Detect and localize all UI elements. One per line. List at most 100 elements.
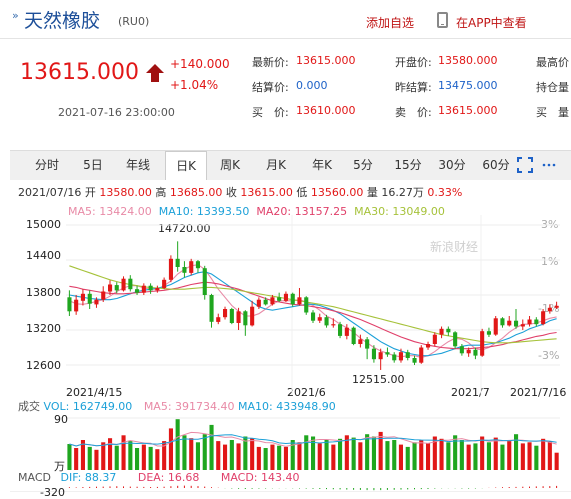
volume-bar	[385, 441, 389, 470]
candle-body	[392, 355, 396, 361]
volume-bar	[480, 437, 484, 471]
candle-body	[548, 308, 552, 312]
macd-bar	[116, 486, 117, 488]
candle-body	[155, 288, 159, 290]
macd-bar	[110, 486, 111, 488]
candle-body	[284, 294, 288, 301]
candle-body	[101, 292, 105, 300]
volume-legend: 成交 VOL: 162749.00 MA5: 391734.40 MA10: 4…	[18, 398, 336, 414]
candle-body	[277, 297, 281, 301]
volume-bar	[277, 446, 281, 470]
volume-bar	[284, 447, 288, 470]
candle-body	[426, 344, 430, 348]
volume-bar	[446, 442, 450, 470]
volume-bar	[297, 442, 301, 470]
candle-body	[304, 297, 308, 312]
macd-bar	[157, 487, 158, 488]
candle-body	[88, 294, 92, 304]
volume-bar	[318, 443, 322, 470]
candle-body	[203, 268, 207, 295]
candle-body	[67, 297, 71, 311]
volume-bar	[142, 445, 146, 470]
macd-bar	[82, 487, 83, 488]
volume-bar	[419, 440, 423, 470]
candle-body	[182, 267, 186, 273]
volume-bar	[521, 443, 525, 470]
macd-bar	[252, 488, 253, 489]
candle-body	[467, 350, 471, 354]
volume-bar	[176, 419, 180, 470]
macd-bar	[238, 488, 239, 489]
candle-body	[196, 261, 200, 268]
volume-bar	[507, 441, 511, 470]
candle-body	[311, 313, 315, 321]
macd-bar	[69, 487, 70, 488]
macd-bar	[543, 486, 544, 488]
macd-bar	[346, 488, 347, 490]
candle-body	[142, 286, 146, 293]
volume-bar	[94, 450, 98, 470]
macd-bar	[96, 487, 97, 488]
macd-bar	[414, 488, 415, 489]
macd-bar	[313, 488, 314, 489]
macd-bar	[103, 487, 104, 488]
macd-bar	[170, 486, 171, 488]
macd-bar	[367, 488, 368, 490]
macd-bar	[198, 486, 199, 488]
volume-bar	[338, 439, 342, 470]
macd-bar	[164, 487, 165, 488]
macd-bar	[326, 488, 327, 489]
macd-bar	[502, 487, 503, 488]
candle-body	[521, 324, 525, 326]
volume-bar	[406, 447, 410, 470]
candle-body	[135, 289, 139, 293]
macd-bar	[177, 486, 178, 488]
macd-bar	[191, 486, 192, 488]
macd-bar	[509, 487, 510, 488]
volume-bar	[230, 440, 234, 470]
candle-body	[250, 307, 254, 326]
macd-bar	[143, 487, 144, 488]
candle-body	[406, 352, 410, 358]
volume-bar	[155, 449, 159, 470]
candle-body	[487, 331, 491, 335]
volume-bar	[548, 441, 552, 470]
candle-body	[74, 300, 78, 312]
candle-body	[331, 324, 335, 325]
macd-dif: DIF: 88.37	[60, 471, 116, 484]
candle-body	[230, 309, 234, 323]
volume-panel-label: 成交	[18, 400, 40, 413]
macd-bar	[204, 487, 205, 488]
macd-bar	[130, 487, 131, 488]
candle-body	[514, 321, 518, 327]
macd-bar	[137, 487, 138, 488]
candle-body	[433, 335, 437, 344]
volume-bar	[365, 434, 369, 470]
macd-bar	[360, 488, 361, 490]
candle-body	[541, 311, 545, 324]
candle-body	[223, 309, 227, 317]
candle-body	[162, 280, 166, 288]
volume-bar	[122, 435, 126, 470]
volume-bar	[379, 432, 383, 470]
macd-bar	[394, 488, 395, 490]
macd-bar	[245, 488, 246, 489]
volume-bar	[372, 437, 376, 471]
volume-bar	[128, 441, 132, 470]
macd-bar	[549, 486, 550, 488]
macd-bar	[150, 487, 151, 488]
volume-bar	[74, 448, 78, 470]
volume-bar	[358, 442, 362, 470]
candle-body	[243, 311, 247, 325]
candle-body	[325, 317, 329, 325]
candle-body	[122, 279, 126, 291]
macd-bar	[421, 488, 422, 489]
macd-bar	[461, 488, 462, 489]
volume-bar	[169, 428, 173, 470]
candle-body	[399, 352, 403, 360]
volume-bar	[135, 448, 139, 470]
volume-bar	[399, 445, 403, 470]
candle-body	[169, 259, 173, 280]
volume-bar	[487, 442, 491, 470]
volume-bar	[88, 447, 92, 470]
